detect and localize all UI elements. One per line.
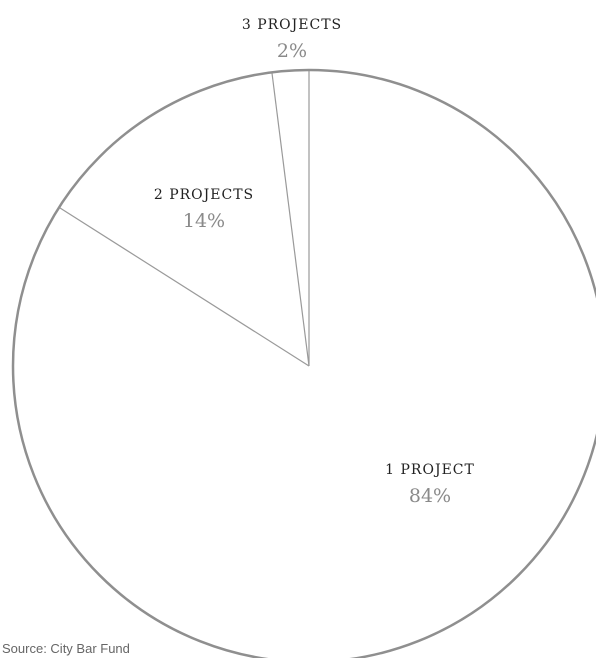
pie-slice-1 [13, 70, 596, 658]
pie-labels: 1 PROJECT 84% 2 PROJECTS 14% 3 PROJECTS 2% [154, 17, 475, 507]
slice-category-label: 3 PROJECTS [242, 17, 342, 33]
slice-value-label: 84% [409, 485, 451, 507]
source-note: Source: City Bar Fund [2, 641, 130, 656]
slice-category-label: 1 PROJECT [385, 462, 475, 478]
pie-slices [13, 70, 596, 658]
slice-divider-2 [58, 206, 310, 367]
slice-divider-3 [271, 72, 310, 367]
slice-category-label: 2 PROJECTS [154, 187, 254, 203]
pie-dividers [11, 68, 596, 658]
slice-value-label: 2% [277, 40, 307, 62]
slice-value-label: 14% [183, 210, 225, 232]
pie-slice-2 [59, 72, 309, 366]
pie-outline [11, 68, 596, 658]
